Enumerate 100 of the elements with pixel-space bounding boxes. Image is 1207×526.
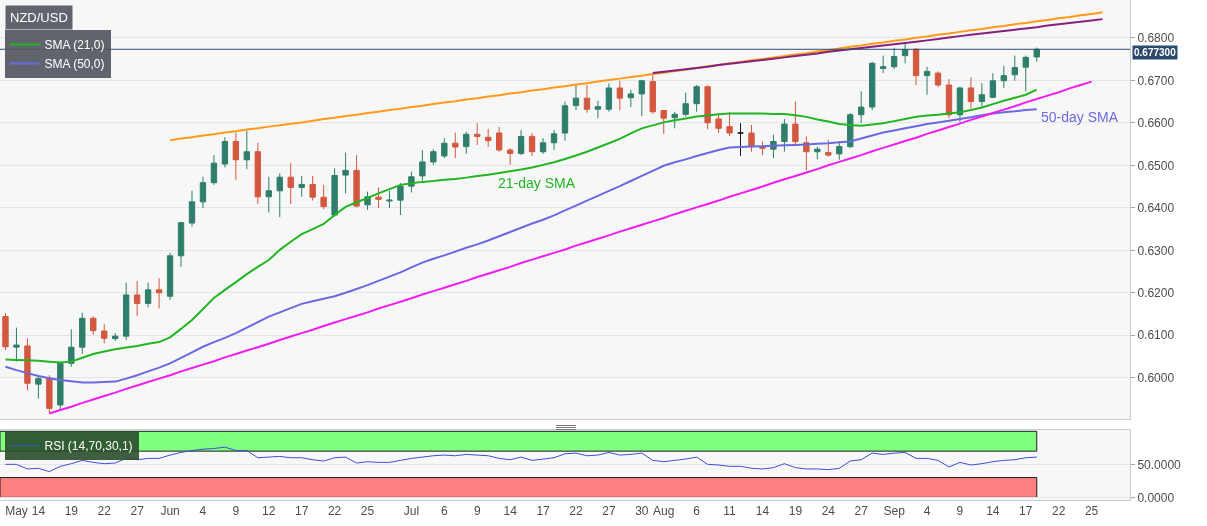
x-tick-label: 19	[64, 504, 79, 519]
candlestick	[90, 315, 97, 336]
candlestick	[342, 152, 349, 194]
candlestick	[792, 101, 799, 145]
text: NZD/USD	[10, 10, 68, 25]
candlestick	[836, 141, 843, 161]
candlestick	[474, 122, 481, 146]
x-tick-label: 12	[262, 504, 276, 519]
candlestick	[539, 137, 547, 155]
candlestick	[287, 162, 294, 205]
x-tick-label: 25	[1084, 504, 1099, 519]
candlestick	[934, 70, 942, 88]
x-tick-label: 22	[1052, 504, 1066, 519]
x-tick-label: 4	[923, 504, 931, 519]
x-tick-label: Jun	[160, 504, 180, 519]
candlestick	[298, 175, 305, 198]
candlestick	[495, 126, 503, 153]
candlestick	[452, 132, 459, 159]
candlestick	[781, 118, 788, 153]
candlestick	[989, 72, 997, 99]
candlestick	[276, 172, 283, 218]
candlestick	[309, 175, 316, 202]
candlestick	[901, 42, 909, 64]
x-tick-label: Sep	[883, 504, 906, 519]
candlestick	[649, 73, 656, 115]
candlestick	[265, 176, 272, 213]
candlestick	[155, 277, 163, 310]
candlestick	[825, 139, 832, 158]
x-tick-label: 22	[569, 504, 583, 519]
y-tick-label: 0.6600	[1137, 116, 1175, 131]
x-tick-label: 19	[788, 504, 803, 519]
candlestick	[682, 92, 689, 117]
candlestick	[79, 312, 86, 355]
candlestick	[616, 80, 624, 111]
candlestick	[57, 361, 64, 411]
candlestick	[397, 182, 404, 216]
x-tick-label: 27	[130, 504, 145, 519]
x-tick-label: 14	[755, 504, 770, 519]
candlestick	[890, 47, 898, 70]
candlestick	[550, 129, 558, 151]
candlestick	[956, 86, 964, 123]
x-tick-label: 22	[97, 504, 112, 519]
candlestick	[715, 114, 722, 134]
legend-label: SMA (50,0)	[44, 57, 105, 72]
candlestick	[35, 376, 42, 400]
candlestick	[572, 84, 580, 111]
x-tick-label: 9	[232, 504, 240, 519]
candlestick	[24, 337, 31, 391]
y-tick-label: 0.6200	[1137, 285, 1175, 300]
x-tick-label: 17	[295, 504, 309, 519]
candlestick	[375, 186, 382, 209]
candlestick	[254, 142, 261, 205]
x-tick-label: Aug	[653, 504, 675, 519]
x-tick-label: 17	[536, 504, 551, 519]
x-tick-label: 6	[693, 504, 701, 519]
candlestick	[46, 374, 53, 414]
candlestick	[528, 132, 536, 157]
x-tick-label: 14	[986, 504, 1000, 519]
candlestick	[331, 167, 338, 218]
candlestick	[858, 90, 865, 124]
candlestick	[221, 136, 229, 168]
candlestick	[748, 124, 755, 153]
candlestick	[243, 129, 251, 170]
candlestick	[737, 122, 744, 157]
y-tick-label: 0.0000	[1137, 490, 1175, 505]
legend-label: SMA (21,0)	[44, 38, 105, 53]
candlestick	[693, 84, 700, 113]
ref-line-label: 0.677300	[1134, 47, 1177, 58]
candlestick	[945, 78, 953, 119]
candlestick	[561, 101, 569, 142]
legend-label: RSI (14,70,30,1)	[44, 439, 133, 454]
candlestick	[101, 323, 108, 344]
y-tick-label: 0.6700	[1137, 73, 1175, 88]
x-tick-label: 9	[956, 504, 964, 519]
candlestick	[188, 190, 196, 227]
x-tick-label: 14	[503, 504, 518, 519]
candlestick	[759, 141, 766, 156]
candlestick	[594, 100, 602, 119]
x-tick-label: 14	[31, 504, 46, 519]
candlestick	[726, 111, 733, 137]
candlestick	[978, 82, 986, 108]
x-tick-label: 30	[635, 504, 649, 519]
x-tick-label: 9	[473, 504, 481, 519]
candlestick	[967, 76, 975, 109]
x-tick-label: May	[5, 504, 28, 519]
candlestick	[1011, 55, 1018, 82]
candlestick	[2, 312, 9, 351]
candlestick	[177, 221, 185, 268]
candlestick	[210, 154, 218, 186]
candlestick	[353, 154, 360, 208]
x-tick-label: 24	[821, 504, 836, 519]
candlestick	[320, 184, 327, 210]
y-tick-label: 0.6500	[1137, 158, 1175, 173]
y-tick-label: 0.6000	[1137, 370, 1175, 385]
candlestick	[869, 61, 876, 111]
candlestick	[879, 55, 887, 74]
y-tick-label: 0.6400	[1137, 201, 1175, 215]
line-series	[651, 18, 1104, 75]
candlestick	[1033, 47, 1040, 63]
x-tick-label: 25	[360, 504, 375, 519]
